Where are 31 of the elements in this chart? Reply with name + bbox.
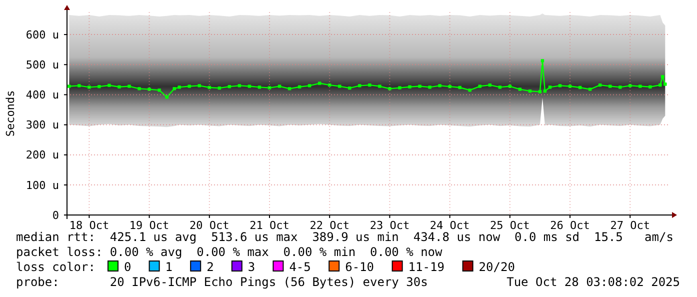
x-tick-label: 23 Oct [370, 219, 410, 232]
x-tick-label: 18 Oct [69, 219, 110, 232]
y-tick-label: 300 u [26, 118, 59, 132]
legend-label: 4-5 [289, 260, 311, 274]
y-tick-label: 100 u [26, 178, 59, 192]
x-tick-label: 22 Oct [310, 219, 350, 232]
x-tick-label: 27 Oct [610, 219, 650, 232]
y-tick-label: 500 u [26, 58, 59, 72]
text: median rtt: 425.1 us avg 513.6 us max 389.9 us min 434.8 us now 0.0 ms sd 15.5 am/s [16, 230, 674, 244]
y-tick-label: 0 [52, 208, 59, 222]
legend-label: 0 [124, 260, 132, 274]
y-axis-title: Seconds [4, 90, 17, 137]
legend-title: loss color: [16, 260, 96, 274]
legend-label: 6-10 [345, 260, 374, 274]
legend-label: 11-19 [408, 260, 444, 274]
y-tick-label: 400 u [26, 88, 59, 102]
x-tick-label: 19 Oct [129, 219, 170, 232]
x-tick-label: 24 Oct [430, 219, 470, 232]
text: packet loss: 0.00 % avg 0.00 % max 0.00 % min 0.00 % now [16, 245, 444, 259]
y-tick-label: 200 u [26, 148, 59, 162]
x-tick-label: 21 Oct [250, 219, 290, 232]
legend-label: 3 [248, 260, 256, 274]
text: Tue Oct 28 03:08:02 2025 [506, 275, 680, 289]
legend-label: 1 [165, 260, 173, 274]
legend-label: 20/20 [478, 260, 515, 274]
legend-label: 2 [206, 260, 214, 274]
y-tick-label: 600 u [26, 28, 59, 42]
text: probe: 20 IPv6-ICMP Echo Pings (56 Bytes) every 30s [16, 275, 428, 289]
x-tick-label: 20 Oct [190, 219, 230, 232]
x-tick-label: 26 Oct [550, 219, 590, 232]
x-tick-label: 25 Oct [490, 219, 530, 232]
